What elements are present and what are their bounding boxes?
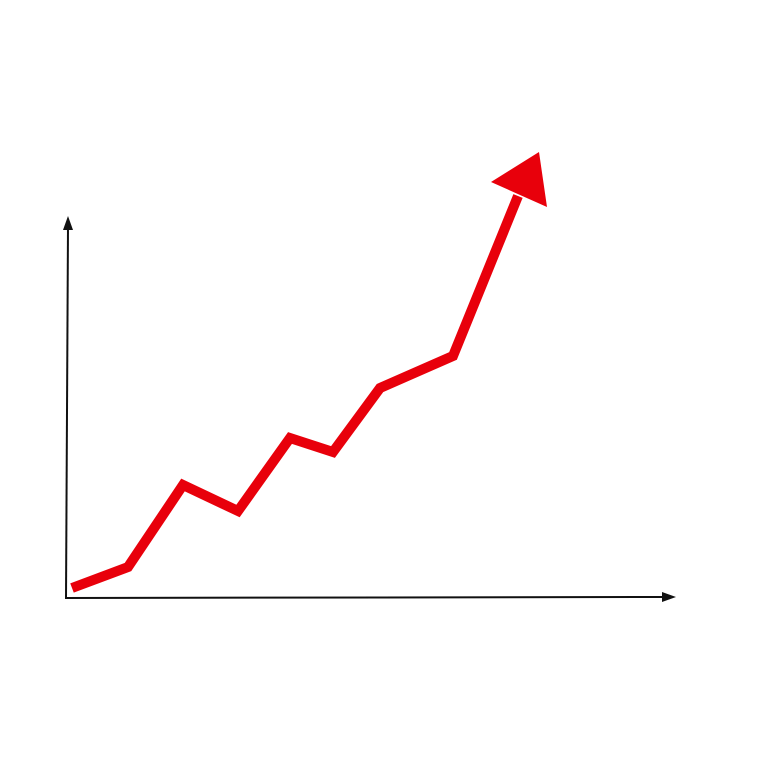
trend xyxy=(70,152,547,593)
trend-arrowhead xyxy=(491,152,547,207)
x-axis-arrow xyxy=(662,592,676,602)
y-axis xyxy=(65,225,69,599)
trend-line xyxy=(70,194,523,593)
x-axis xyxy=(64,596,667,599)
y-axis-arrow xyxy=(63,216,73,230)
